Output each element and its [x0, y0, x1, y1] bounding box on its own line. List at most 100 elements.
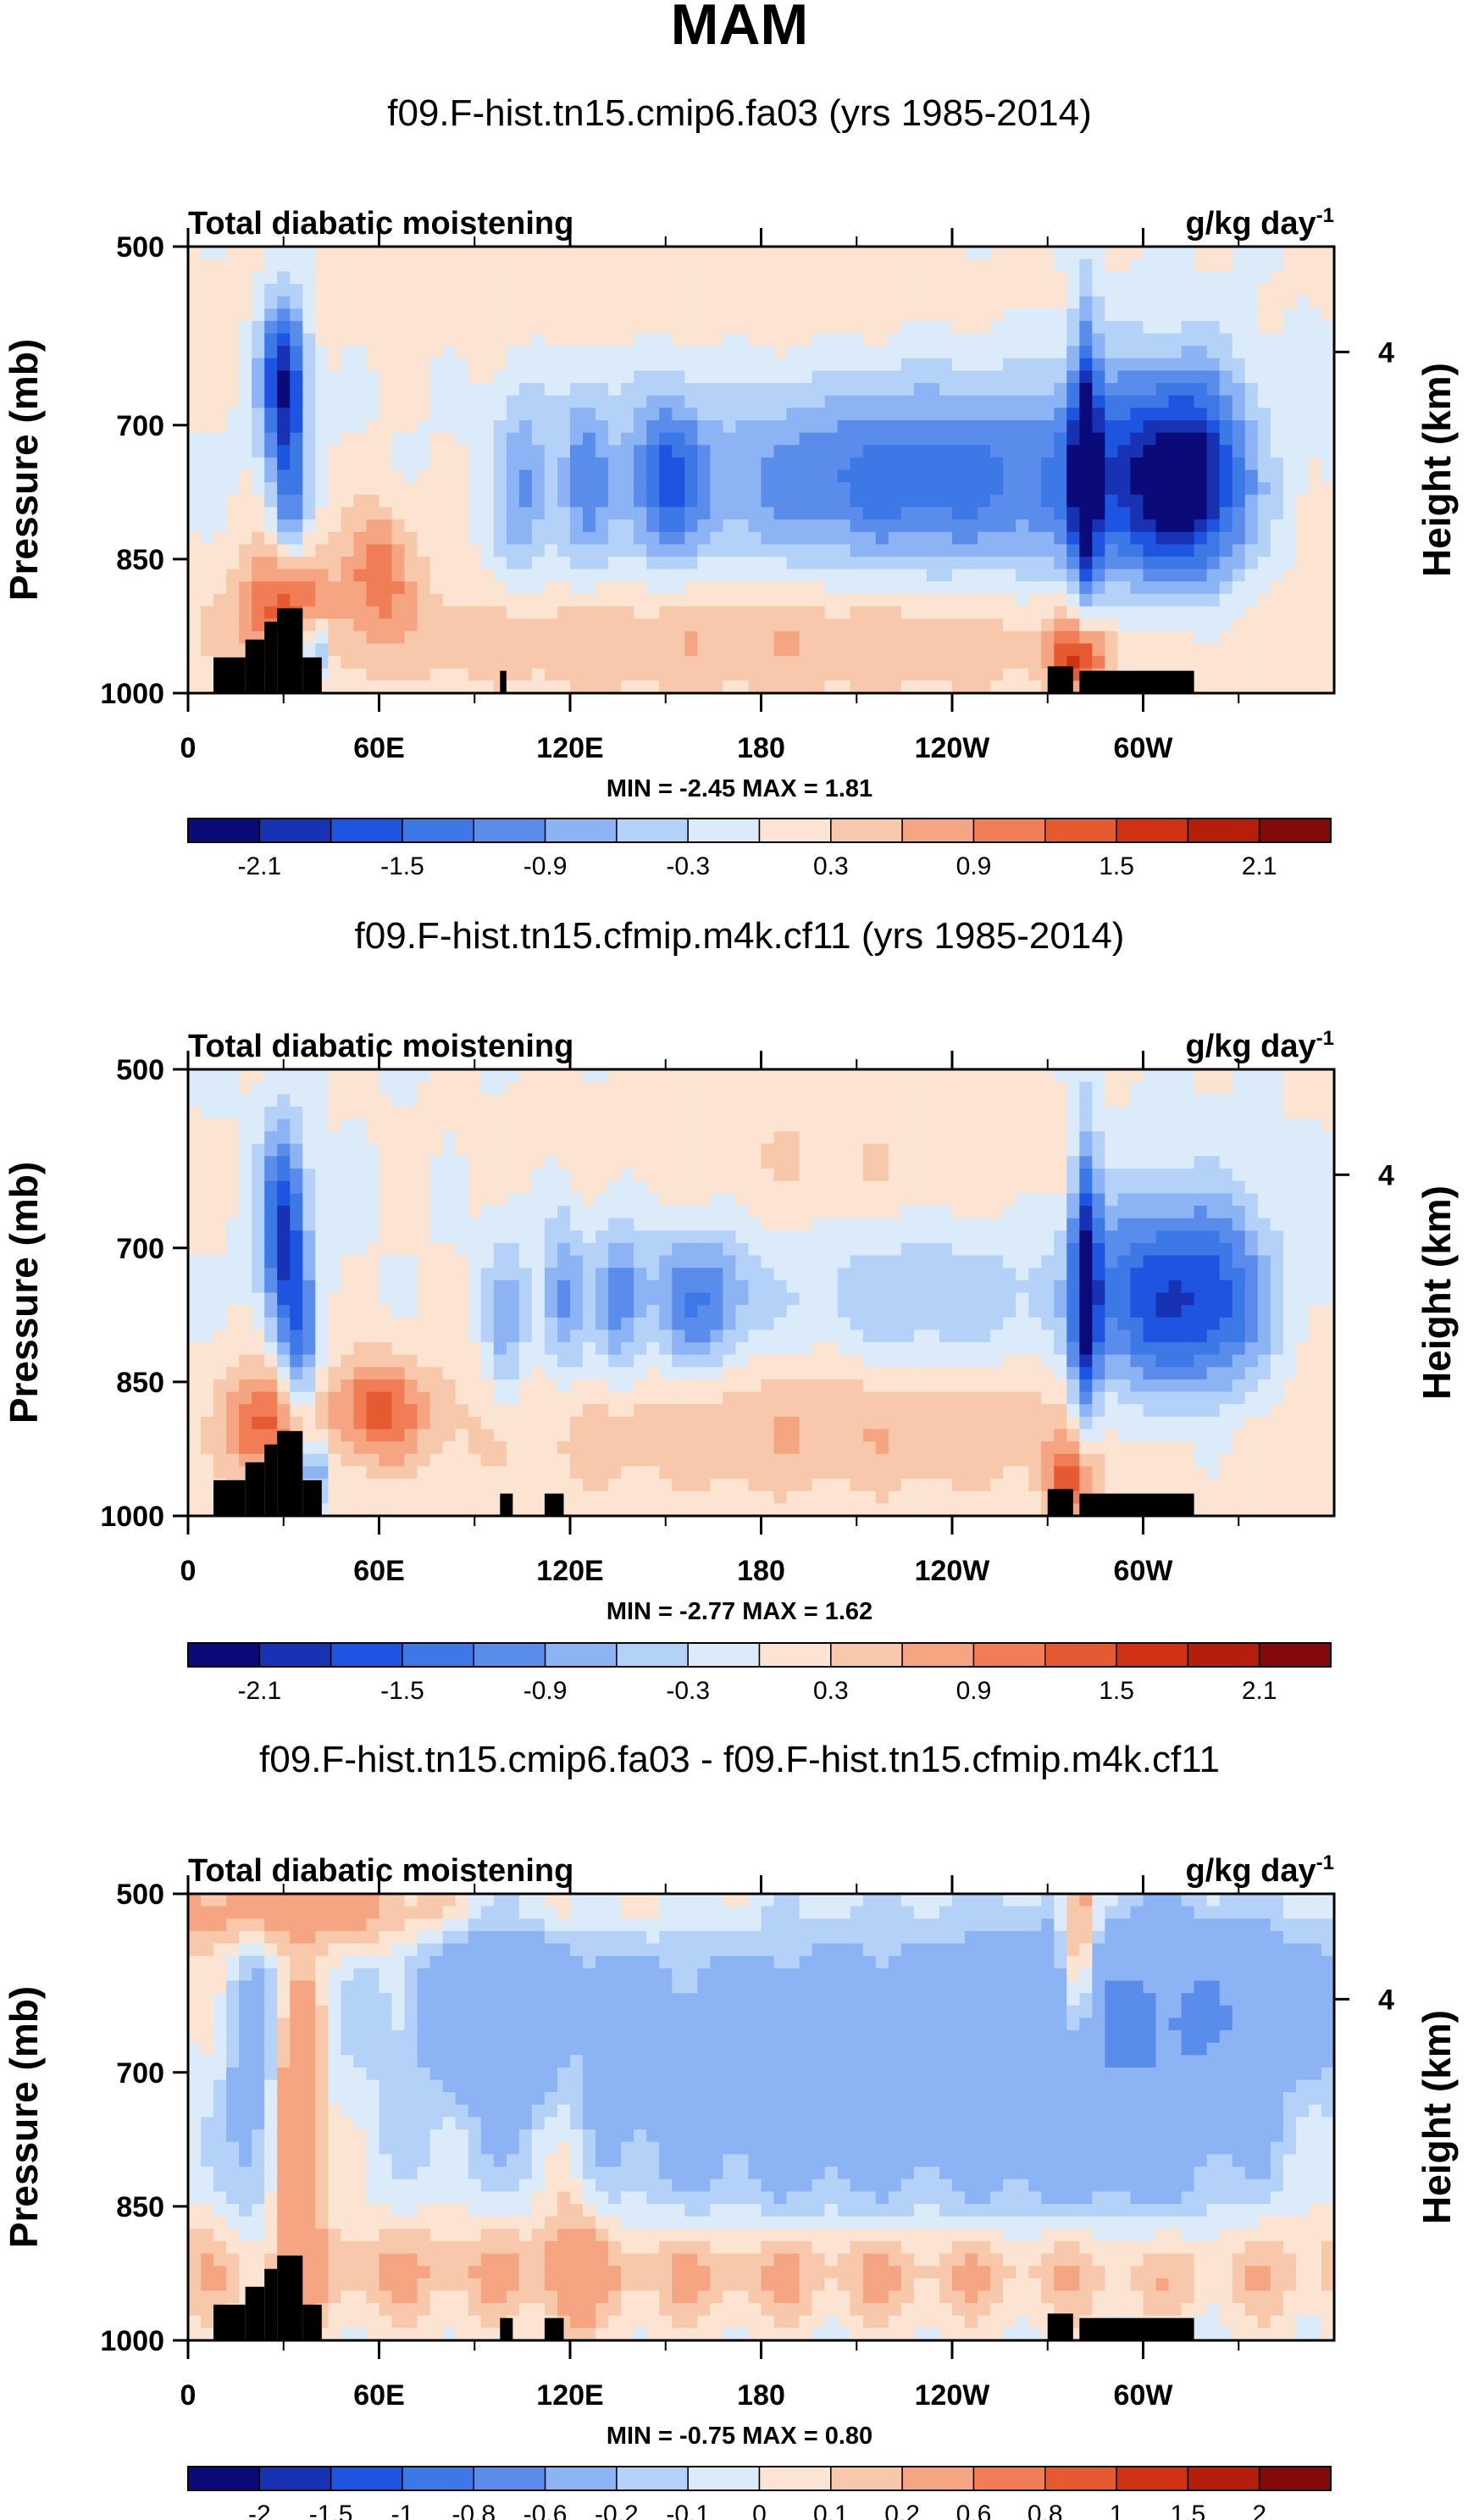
field-cell	[188, 519, 202, 533]
field-cell	[1181, 643, 1195, 657]
field-cell	[404, 370, 418, 384]
field-cell	[1321, 320, 1334, 335]
field-cell	[188, 1441, 202, 1455]
field-cell	[583, 668, 596, 681]
field-cell	[1054, 383, 1067, 397]
field-cell	[315, 581, 329, 595]
field-cell	[684, 1503, 698, 1516]
field-cell	[188, 1279, 202, 1294]
colorbar-box	[972, 818, 1046, 843]
field-cell	[341, 1342, 355, 1356]
field-cell	[366, 1466, 380, 1479]
field-cell	[277, 1279, 291, 1294]
field-cell	[939, 395, 953, 408]
field-cell	[1308, 593, 1322, 608]
field-cell	[302, 1429, 316, 1442]
field-cell	[735, 445, 750, 458]
field-cell	[595, 656, 609, 669]
field-cell	[965, 308, 978, 322]
field-cell	[952, 581, 966, 595]
field-cell	[379, 581, 393, 595]
field-cell	[379, 1193, 393, 1207]
field-cell	[684, 333, 698, 347]
field-cell	[1003, 531, 1016, 545]
field-cell	[1105, 656, 1119, 669]
field-cell	[239, 593, 252, 608]
field-cell	[506, 482, 520, 496]
field-cell	[735, 1490, 750, 1504]
field-cell	[1041, 494, 1055, 508]
field-cell	[213, 581, 227, 595]
field-cell	[1244, 395, 1259, 408]
field-cell	[391, 445, 406, 458]
field-cell	[583, 1193, 596, 1207]
field-cell	[1308, 445, 1322, 458]
field-cell	[442, 271, 457, 285]
field-cell	[646, 1081, 660, 1095]
field-cell	[1308, 469, 1322, 483]
field-cell	[1016, 519, 1029, 533]
field-cell	[252, 1279, 265, 1294]
field-cell	[353, 556, 368, 570]
field-cell	[442, 1466, 457, 1479]
field-cell	[595, 1168, 609, 1182]
field-cell	[1244, 531, 1259, 545]
field-cell	[302, 445, 316, 458]
field-cell	[888, 680, 902, 693]
field-cell	[455, 1479, 469, 1492]
field-cell	[468, 507, 482, 520]
field-cell	[480, 1268, 495, 1281]
field-cell	[429, 668, 444, 681]
field-cell	[544, 643, 558, 657]
field-cell	[518, 1329, 533, 1343]
field-cell	[1181, 494, 1195, 508]
field-cell	[634, 1379, 647, 1393]
field-cell	[391, 1255, 406, 1268]
field-cell	[1295, 606, 1310, 619]
field-cell	[672, 556, 685, 570]
field-cell	[1232, 544, 1246, 558]
field-cell	[341, 656, 355, 669]
field-cell	[595, 1131, 609, 1145]
field-cell	[455, 630, 469, 645]
field-cell	[366, 1279, 380, 1294]
field-cell	[1092, 519, 1105, 533]
field-cell	[608, 1143, 622, 1157]
field-cell	[226, 320, 240, 335]
field-cell	[302, 1180, 316, 1194]
field-cell	[1181, 457, 1195, 471]
field-cell	[621, 1453, 634, 1468]
field-cell	[264, 283, 278, 297]
panel-1: f09.F-hist.tn15.cmip6.fa03 (yrs 1985-201…	[2, 92, 1459, 880]
field-cell	[201, 346, 214, 359]
field-cell	[404, 1081, 418, 1095]
field-cell	[341, 370, 355, 384]
field-cell	[748, 247, 762, 260]
field-cell	[1321, 656, 1334, 669]
field-cell	[468, 419, 482, 434]
field-cell	[531, 606, 546, 619]
field-cell	[201, 1106, 214, 1120]
field-cell	[659, 619, 673, 632]
field-cell	[366, 1354, 380, 1368]
field-cell	[417, 320, 431, 335]
field-cell	[1143, 606, 1157, 619]
field-cell	[1295, 482, 1310, 496]
field-cell	[442, 1503, 457, 1516]
field-cell	[341, 1230, 355, 1244]
field-cell	[761, 668, 775, 681]
field-cell	[417, 643, 431, 657]
field-cell	[226, 1218, 240, 1231]
field-cell	[239, 445, 252, 458]
field-cell	[773, 370, 788, 384]
field-cell	[277, 296, 291, 309]
field-cell	[735, 1094, 750, 1107]
field-cell	[978, 656, 991, 669]
field-cell	[723, 1416, 737, 1430]
field-cell	[697, 1466, 711, 1479]
field-cell	[239, 308, 252, 322]
field-cell	[1168, 445, 1183, 458]
field-cell	[812, 333, 826, 347]
field-cell	[1168, 643, 1183, 657]
field-cell	[264, 1317, 278, 1331]
